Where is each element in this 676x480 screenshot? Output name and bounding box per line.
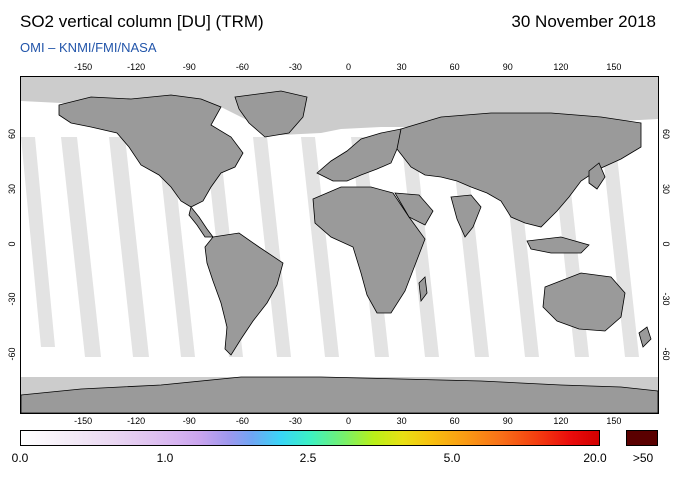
- lon-tick-top-9: 120: [553, 62, 569, 72]
- lon-tick-bottom-0: -150: [74, 416, 93, 426]
- lat-tick-right-4: -60: [661, 347, 671, 361]
- indonesia: [526, 236, 590, 254]
- lat-tick-left-0: 60: [7, 129, 17, 140]
- continents: [21, 90, 658, 413]
- lon-tick-top-7: 60: [449, 62, 460, 72]
- data-credit: OMI – KNMI/FMI/NASA: [20, 40, 157, 55]
- lon-tick-bottom-5: 0: [345, 416, 352, 426]
- greenland: [234, 90, 308, 138]
- colorbar-overflow-label: >50: [632, 451, 654, 465]
- lon-tick-top-2: -90: [182, 62, 196, 72]
- lon-tick-top-6: 30: [396, 62, 407, 72]
- latitude-ticks-left: 60 30 0 -30 -60: [2, 76, 18, 412]
- lat-tick-left-3: -30: [7, 292, 17, 306]
- lon-tick-bottom-3: -60: [235, 416, 249, 426]
- antarctica: [21, 376, 658, 413]
- colorbar-label-0: 0.0: [11, 451, 29, 465]
- asia: [396, 112, 642, 228]
- lon-tick-bottom-4: -30: [288, 416, 302, 426]
- longitude-ticks-bottom: -150 -120 -90 -60 -30 0 30 60 90 120 150: [20, 416, 657, 428]
- latitude-ticks-right: 60 30 0 -30 -60: [658, 76, 674, 412]
- north-america: [58, 94, 244, 208]
- lat-tick-left-2: 0: [7, 241, 17, 247]
- africa: [312, 186, 426, 314]
- lat-tick-right-3: -30: [661, 292, 671, 306]
- longitude-ticks-top: -150 -120 -90 -60 -30 0 30 60 90 120 150: [20, 62, 657, 74]
- colorbar-label-2: 2.5: [299, 451, 317, 465]
- lon-tick-bottom-1: -120: [127, 416, 146, 426]
- arabia: [394, 192, 434, 226]
- colorbar-label-1: 1.0: [156, 451, 174, 465]
- lon-tick-bottom-10: 150: [606, 416, 622, 426]
- colorbar-label-3: 5.0: [443, 451, 461, 465]
- overflow-color-box: [626, 430, 658, 446]
- so2-colorbar: [20, 430, 600, 446]
- world-map: [20, 76, 659, 414]
- central-america: [188, 206, 214, 238]
- lon-tick-top-3: -60: [235, 62, 249, 72]
- lon-tick-top-5: 0: [345, 62, 352, 72]
- lon-tick-top-10: 150: [606, 62, 622, 72]
- lon-tick-bottom-8: 90: [502, 416, 513, 426]
- lon-tick-bottom-9: 120: [553, 416, 569, 426]
- madagascar: [418, 276, 428, 303]
- map-title: SO2 vertical column [DU] (TRM): [20, 12, 264, 31]
- lon-tick-top-8: 90: [502, 62, 513, 72]
- lon-tick-top-0: -150: [74, 62, 93, 72]
- lon-tick-bottom-6: 30: [396, 416, 407, 426]
- lon-tick-top-4: -30: [288, 62, 302, 72]
- world-map-svg: [21, 77, 658, 413]
- lat-tick-left-4: -60: [7, 347, 17, 361]
- japan: [588, 162, 606, 190]
- orbit-swath-gaps: [21, 137, 639, 357]
- australia: [542, 272, 626, 332]
- lon-tick-top-1: -120: [127, 62, 146, 72]
- lat-tick-right-2: 0: [661, 241, 671, 247]
- lat-tick-right-0: 60: [661, 129, 671, 140]
- new-zealand: [638, 326, 652, 348]
- lat-tick-left-1: 30: [7, 184, 17, 195]
- lon-tick-bottom-7: 60: [449, 416, 460, 426]
- south-america: [204, 232, 284, 356]
- india: [450, 194, 482, 238]
- lon-tick-bottom-2: -90: [182, 416, 196, 426]
- map-date: 30 November 2018: [511, 12, 656, 31]
- colorbar-label-4: 20.0: [583, 451, 607, 465]
- lat-tick-right-1: 30: [661, 184, 671, 195]
